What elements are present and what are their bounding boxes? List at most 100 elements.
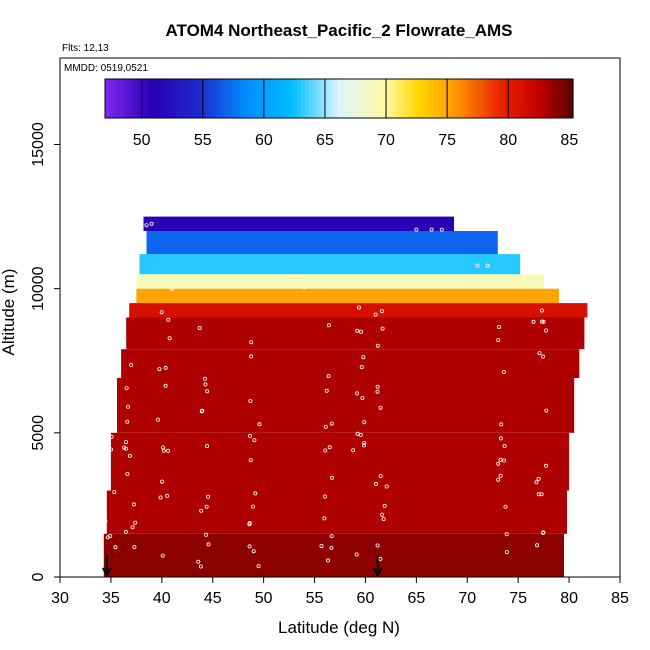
sample-point [248,398,253,403]
marker-arrow-head [101,567,112,578]
colorbar-swatch [417,79,422,118]
sample-point [253,491,258,496]
colorbar-swatch [393,79,398,118]
sample-point [165,493,170,498]
sample-point [122,445,127,450]
colorbar-swatch [229,79,234,118]
x-tick-label: 75 [509,590,527,607]
colorbar-swatch [385,79,390,118]
x-tick-label: 80 [560,590,578,607]
sample-point [384,484,389,489]
sample-point [322,516,327,521]
heatmap-cell [117,378,575,433]
sample-point [167,336,172,341]
heatmap-cells [103,216,588,577]
sample-point [540,319,545,324]
colorbar-swatch [261,79,266,118]
y-tick-label: 15000 [30,122,47,167]
y-tick-label: 5000 [30,415,47,451]
colorbar-tick-label: 85 [560,132,578,149]
sample-point [375,389,380,394]
sample-point [362,420,367,425]
sample-point [414,227,419,232]
sample-point [159,310,164,315]
sample-point [485,263,490,268]
colorbar-swatch [537,79,542,118]
colorbar-swatch [373,79,378,118]
colorbar-swatch [133,79,138,118]
colorbar-tick-label: 80 [499,132,517,149]
colorbar-swatch [433,79,438,118]
sample-point [541,319,546,324]
sample-point [163,383,168,388]
sample-points [103,221,549,569]
colorbar-swatch [161,79,166,118]
colorbar-swatch [185,79,190,118]
colorbar-frame [104,78,574,119]
sample-point [379,309,384,314]
sample-point [256,564,261,569]
sample-point [113,545,118,550]
sample-point [161,445,166,450]
y-tick-label: 10000 [30,266,47,311]
colorbar-swatch [253,79,258,118]
colorbar-swatch [529,79,534,118]
sample-point [544,408,549,413]
colorbar: 50 55 60 65 70 75 80 85 [104,78,578,149]
colorbar-swatch [265,79,270,118]
sample-point [248,458,253,463]
colorbar-swatch [105,79,110,118]
x-tick-label: 45 [204,590,222,607]
colorbar-swatch [113,79,118,118]
sample-point [129,362,134,367]
sample-point [324,388,329,393]
colorbar-swatch [345,79,350,118]
sample-point [497,324,502,329]
sample-point [537,351,542,356]
sample-point [163,365,168,370]
heatmap-cell [110,432,570,491]
colorbar-swatch [565,79,570,118]
sample-point [378,474,383,479]
sample-point [319,544,324,549]
sample-point [503,504,508,509]
x-tick-label: 60 [357,590,375,607]
colorbar-swatch [365,79,370,118]
colorbar-tick-label: 75 [438,132,456,149]
sample-point [204,532,209,537]
colorbar-swatch [257,79,262,118]
sample-point [205,443,210,448]
sample-point [105,310,110,315]
sample-point [206,494,211,499]
heatmap-cell [103,533,565,577]
sample-point [125,471,130,476]
colorbar-swatch [289,79,294,118]
colorbar-tick-label: 50 [133,132,151,149]
colorbar-swatch [497,79,502,118]
colorbar-swatch [545,79,550,118]
colorbar-swatch [305,79,310,118]
dates-label: MMDD: 0519,0521 [64,63,148,74]
sample-point [351,448,356,453]
x-tick-label: 30 [51,590,69,607]
sample-point [329,534,334,539]
colorbar-swatch [401,79,406,118]
sample-point [541,531,546,536]
colorbar-swatch [117,79,122,118]
colorbar-swatch [197,79,202,118]
heatmap-cell [146,231,498,255]
plot-frame [59,57,621,578]
colorbar-swatch [437,79,442,118]
sample-point [361,443,366,448]
colorbar-swatch [397,79,402,118]
sample-point [323,424,328,429]
sample-point [166,317,171,322]
sample-point [326,323,331,328]
sample-point [354,552,359,557]
colorbar-swatch [249,79,254,118]
colorbar-swatch [521,79,526,118]
sample-point [329,421,334,426]
chart-title: ATOM4 Northeast_Pacific_2 Flowrate_AMS [165,21,512,40]
sample-point [247,433,252,438]
